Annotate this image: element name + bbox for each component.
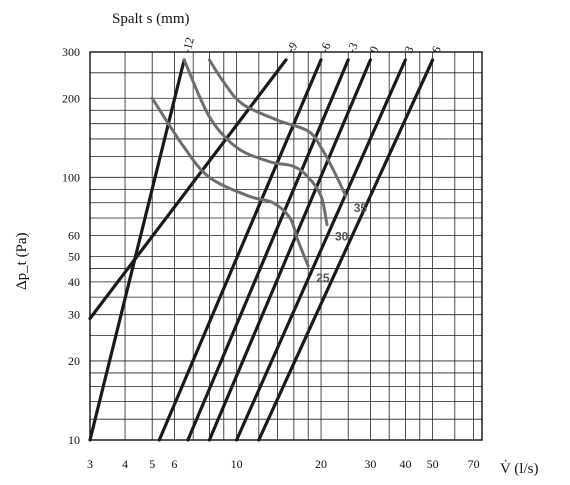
y-tick-label: 100	[62, 170, 80, 184]
gap-line-minus-6	[157, 58, 323, 442]
gap-line-minus-9	[88, 58, 288, 321]
gap-line-minus-3	[186, 58, 350, 442]
x-tick-label: 10	[231, 457, 243, 471]
y-tick-label: 50	[68, 249, 80, 263]
x-axis-label: V̇ (l/s)	[500, 460, 538, 477]
x-tick-label: 20	[315, 457, 327, 471]
x-tick-label: 3	[87, 457, 93, 471]
x-tick-label: 4	[122, 457, 128, 471]
x-tick-label: 70	[468, 457, 480, 471]
x-tick-label: 40	[399, 457, 411, 471]
gap-line-minus-12	[88, 58, 186, 442]
curve-25	[150, 96, 310, 268]
x-tick-label: 6	[171, 457, 177, 471]
x-tick-label: 5	[149, 457, 155, 471]
x-tick-label: 30	[364, 457, 376, 471]
gap-line-3	[235, 58, 407, 442]
curve-label: 35	[354, 201, 368, 215]
x-tick-label: 50	[427, 457, 439, 471]
y-tick-label: 10	[68, 433, 80, 447]
y-tick-label: 20	[68, 354, 80, 368]
curve-label: 25	[316, 271, 330, 285]
gap-label: -6	[317, 40, 334, 55]
chart-title: Spalt s (mm)	[112, 11, 190, 27]
series-layer	[88, 58, 435, 442]
y-tick-label: 40	[68, 275, 80, 289]
curve-30	[182, 58, 329, 227]
curve-label: 30	[335, 230, 349, 244]
y-tick-label: 200	[62, 91, 80, 105]
curve-35	[207, 58, 348, 198]
gap-line-0	[207, 58, 372, 442]
gap-label: 0	[366, 44, 381, 55]
gap-line-6	[257, 58, 435, 442]
gap-label: -12	[179, 36, 196, 55]
y-tick-label: 30	[68, 308, 80, 322]
gap-label: -9	[283, 39, 300, 55]
plot-frame	[89, 51, 483, 441]
gap-label: 6	[429, 44, 444, 55]
gap-label: -3	[344, 40, 361, 55]
y-tick-label: 300	[62, 45, 80, 59]
y-axis-label: Δp_t (Pa)	[14, 232, 30, 290]
gap-label: 3	[401, 44, 416, 55]
y-tick-label: 60	[68, 229, 80, 243]
